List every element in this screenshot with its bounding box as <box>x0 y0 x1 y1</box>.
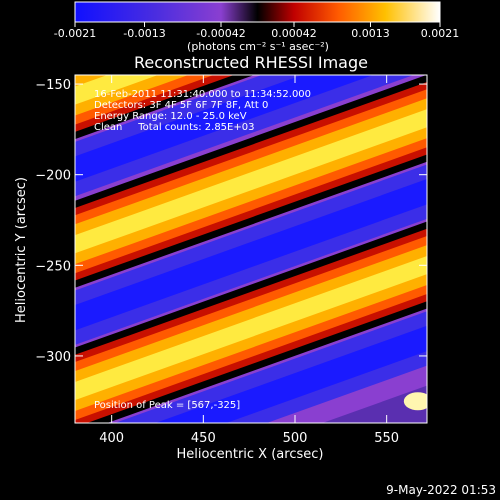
negative-band <box>75 75 414 197</box>
axes: 400 450 500 550 −150 −200 −250 −300 <box>35 75 427 446</box>
plot-title: Reconstructed RHESSI Image <box>134 53 368 72</box>
colorbar-tick-label: -0.00042 <box>196 27 245 40</box>
y-tick-label: −150 <box>35 78 71 93</box>
plot-frame <box>74 74 428 424</box>
y-axis-label: Heliocentric Y (arcsec) <box>14 177 29 323</box>
heatmap-image <box>75 75 427 423</box>
y-tick-label: −200 <box>35 169 71 184</box>
colorbar-tick-label: -0.0013 <box>123 27 165 40</box>
annotation-clean-counts: Clean Total counts: 2.85E+03 <box>94 122 254 133</box>
y-tick-label: −300 <box>35 350 71 365</box>
colorbar-tick-label: -0.0021 <box>54 27 96 40</box>
y-tick-label: −250 <box>35 259 71 274</box>
x-tick-label: 400 <box>99 431 124 446</box>
x-tick-label: 550 <box>374 431 399 446</box>
colorbar-tick-label: 0.0013 <box>351 27 390 40</box>
annotation-detectors: Detectors: 3F 4F 5F 6F 7F 8F, Att 0 <box>94 100 268 111</box>
negative-band-core <box>155 325 427 423</box>
bright-band-core <box>75 75 158 105</box>
x-tick-label: 450 <box>191 431 216 446</box>
negative-band-core <box>75 178 427 331</box>
x-tick-label: 500 <box>283 431 308 446</box>
colorbar-tick-label: 0.0021 <box>421 27 460 40</box>
annotation-peak-position: Position of Peak = [567,-325] <box>94 400 240 411</box>
annotation-energy-range: Energy Range: 12.0 - 25.0 keV <box>94 111 247 122</box>
bright-band-core <box>75 109 427 254</box>
x-axis-label: Heliocentric X (arcsec) <box>177 447 324 462</box>
annotation-time-range: 16-Feb-2011 11:31:40.000 to 11:34:52.000 <box>94 89 311 100</box>
peak-spot <box>403 392 427 411</box>
colorbar <box>74 1 441 23</box>
colorbar-units-label: (photons cm⁻² s⁻¹ asec⁻²) <box>187 40 329 53</box>
bright-band-core <box>75 255 427 401</box>
colorbar-ticks: -0.0021 -0.0013 -0.00042 0.00042 0.0013 0.002… <box>54 22 459 40</box>
negative-band-core <box>75 75 374 182</box>
footer-timestamp: 9-May-2022 01:53 <box>386 483 496 497</box>
colorbar-tick-label: 0.00042 <box>271 27 317 40</box>
